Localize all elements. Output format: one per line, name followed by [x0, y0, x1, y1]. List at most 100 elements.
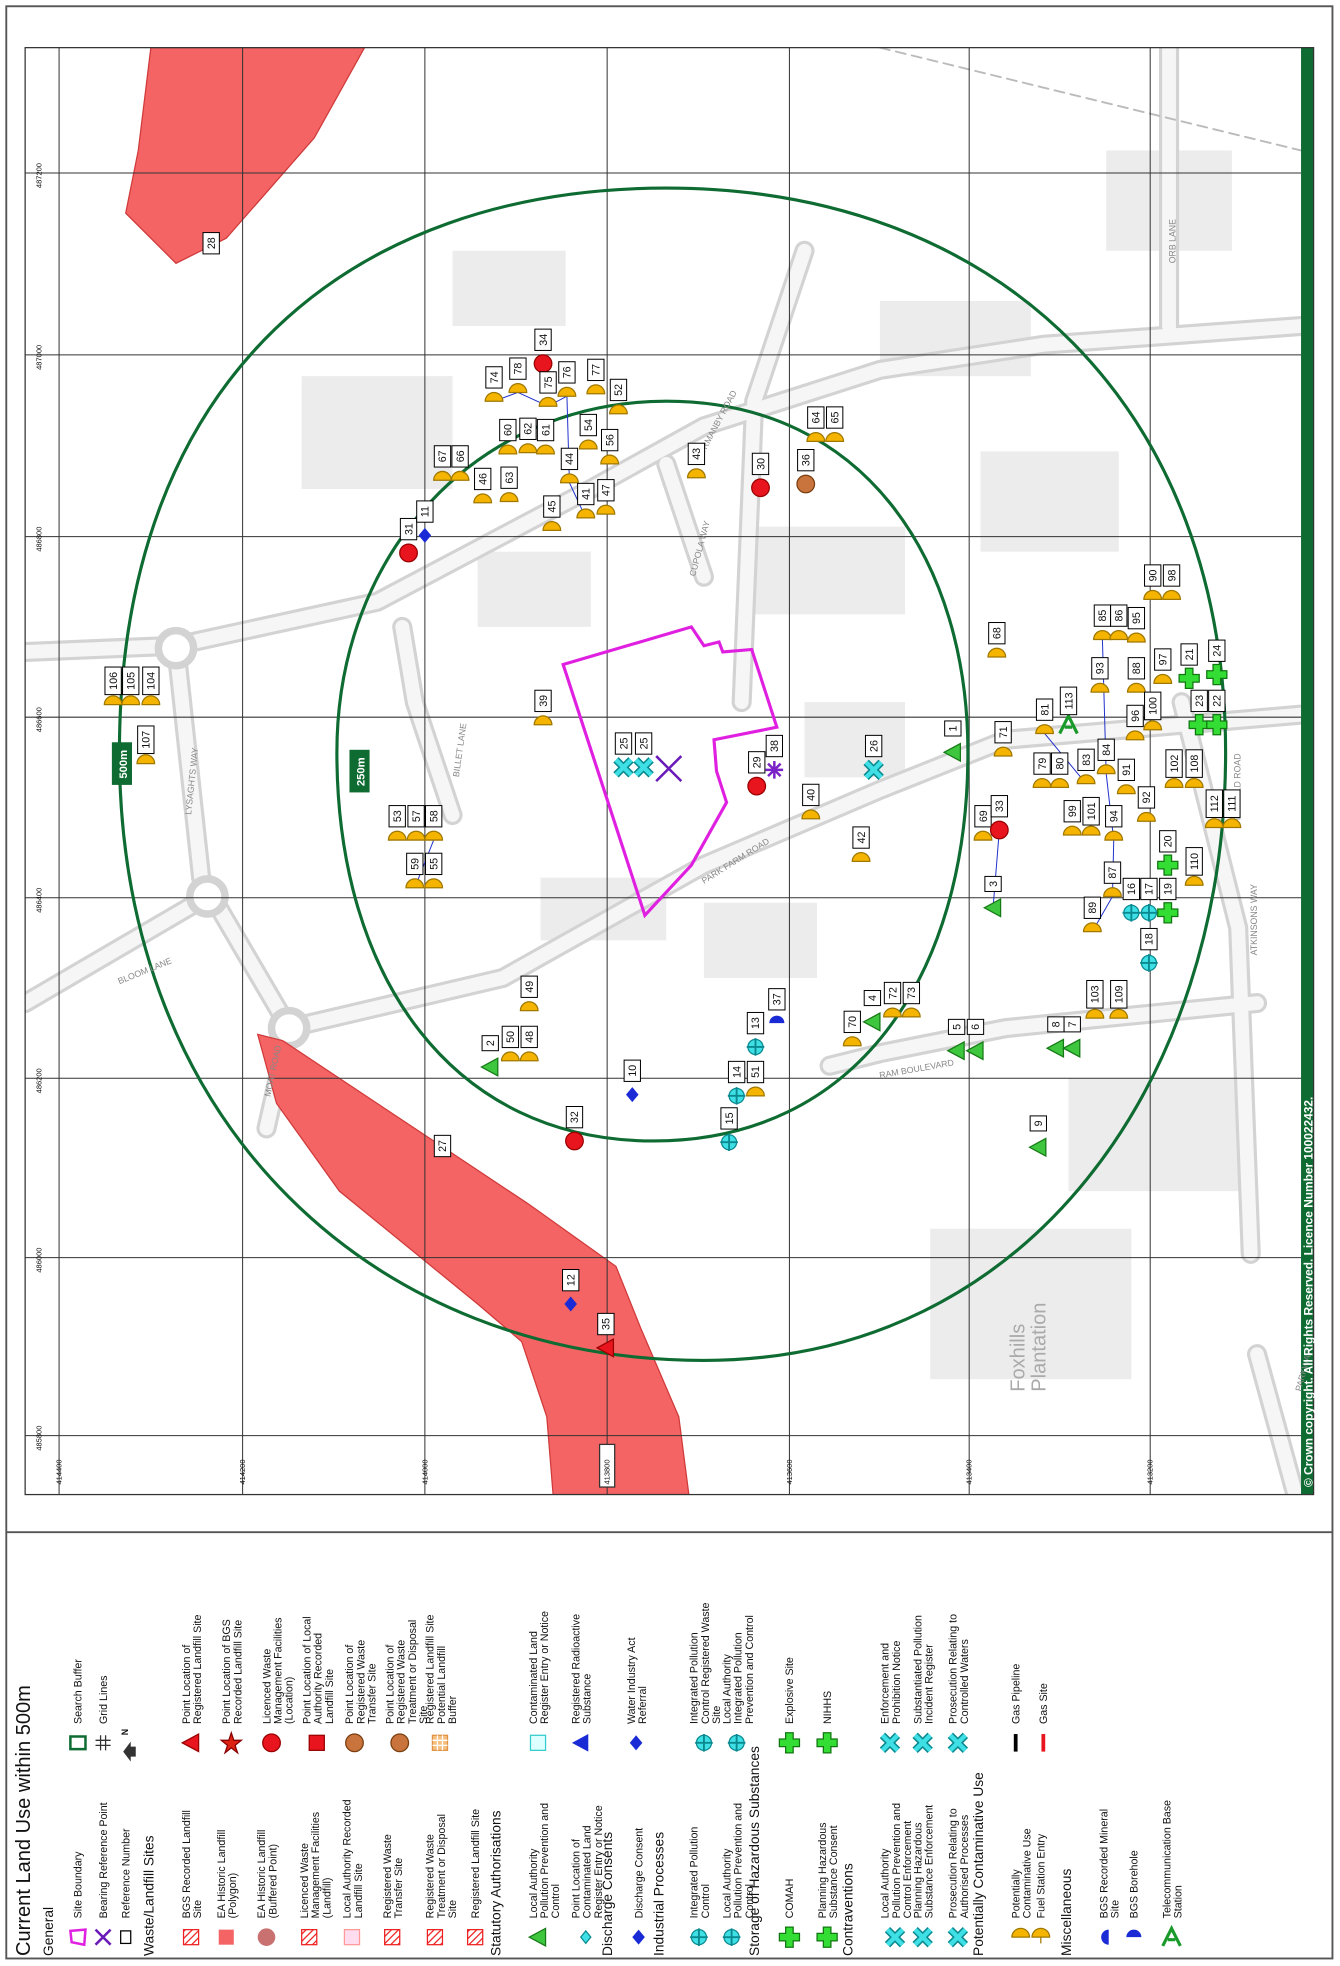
- pcu-symbol: [686, 468, 706, 479]
- ref-number: 66: [455, 450, 467, 462]
- cyan-star-lines: [727, 1087, 746, 1105]
- ref-box: [825, 406, 844, 429]
- ref-box: [1035, 698, 1054, 721]
- ref-number: 75: [543, 376, 555, 388]
- ref-box: [543, 495, 561, 518]
- pcu-symbol: [1162, 589, 1181, 600]
- ref-box: [425, 805, 443, 828]
- pcu-symbol: [500, 1051, 520, 1062]
- hatch-square: [182, 1929, 200, 1946]
- ref-number: 3: [988, 881, 1000, 887]
- ref-number: 79: [1037, 758, 1049, 770]
- pcu-symbol: [1184, 778, 1204, 789]
- ref-box: [902, 981, 921, 1005]
- ref-box: [579, 413, 597, 437]
- cyan-star-lines: [746, 1038, 765, 1056]
- ref-box: [864, 734, 883, 758]
- landfill-polygons: [125, 47, 690, 1495]
- legend-item: Registered Landfill Site: [470, 1809, 482, 1919]
- ref-number: 51: [750, 1066, 762, 1078]
- legend-item: EA Historic Landfill (Polygon): [216, 1827, 239, 1919]
- cyan-x: [614, 758, 633, 777]
- green-cross: [1178, 667, 1200, 689]
- pcu-symbol: [1164, 778, 1184, 789]
- red-circle: [751, 478, 770, 498]
- red-star: [219, 1730, 244, 1755]
- pcu-symbol: [806, 431, 826, 442]
- ref-number: 36: [801, 454, 813, 466]
- fuel-symbol: [1031, 1927, 1051, 1938]
- ref-box: [122, 666, 140, 696]
- ref-box: [425, 852, 443, 876]
- pcu-symbol: [136, 754, 156, 765]
- gassite-icon: [1041, 1734, 1046, 1752]
- ref-box: [142, 666, 160, 696]
- ref-box: [852, 826, 870, 849]
- legend-item: Potentially Contaminative Use: [1010, 1828, 1033, 1918]
- ref-box: [499, 418, 517, 442]
- bearing-reference: [655, 755, 683, 783]
- ref-number: 97: [1158, 654, 1170, 666]
- legend-item: Integrated Pollution Control: [689, 1824, 712, 1919]
- green-triangle: [946, 1040, 965, 1061]
- ref-box: [501, 1025, 520, 1049]
- pcu-symbol: [533, 715, 553, 726]
- pcu-symbol: [1153, 673, 1173, 684]
- northing-label: 413800: [603, 1459, 612, 1484]
- buffer-label: 500m: [118, 750, 130, 779]
- site-boundary: [561, 625, 779, 919]
- grid-icon: [95, 1735, 111, 1751]
- ref-box: [485, 366, 503, 389]
- ref-number: 92: [1141, 791, 1153, 803]
- ref-box: [558, 361, 576, 384]
- pcu-symbol: [141, 695, 161, 706]
- red-square: [308, 1734, 325, 1751]
- cyan-square: [529, 1734, 547, 1751]
- pcu-symbol: [746, 1086, 765, 1097]
- pcu-symbol: [1143, 589, 1163, 600]
- ref-box: [1144, 691, 1162, 721]
- legend-item: Point Location of Contaminated Land Regi…: [570, 1805, 604, 1918]
- ref-number: 48: [524, 1031, 536, 1043]
- ref-number: 26: [868, 740, 880, 752]
- pcu-symbol: [901, 1007, 921, 1018]
- legend-item: Licenced Waste Management Facilities (Lo…: [261, 1615, 295, 1724]
- ref-box: [1180, 643, 1198, 666]
- pcu-symbol: [473, 493, 493, 504]
- ref-number: 86: [1114, 610, 1126, 622]
- ref-number: 68: [992, 627, 1004, 639]
- pcu-symbol: [1011, 1927, 1031, 1938]
- pcu-symbol: [1126, 632, 1146, 643]
- ref-number: 50: [505, 1031, 517, 1043]
- ref-number: 37: [772, 993, 784, 1005]
- ref-number: 49: [524, 981, 536, 993]
- ref-number: 24: [1212, 645, 1224, 657]
- ref-box: [520, 1025, 538, 1049]
- north-arrow: [123, 1741, 136, 1762]
- green-cross: [1157, 854, 1179, 876]
- blue-diamond: [632, 1929, 645, 1945]
- ref-box: [433, 445, 452, 468]
- pcu-symbol: [499, 492, 519, 503]
- ref-number: 22: [1212, 695, 1224, 707]
- buffer-badge: [111, 742, 132, 785]
- pcu-symbol: [1136, 811, 1156, 822]
- pcu-symbol: [387, 830, 407, 841]
- ref-number: 81: [1039, 704, 1051, 716]
- ref-box: [994, 721, 1012, 744]
- ref-number: 74: [489, 371, 501, 383]
- ref-number: 42: [856, 832, 868, 844]
- road-label: ORB LANE: [1167, 219, 1177, 263]
- ref-number: 76: [562, 366, 574, 378]
- ref-box: [509, 357, 527, 380]
- ref-number: 69: [978, 810, 990, 822]
- ref-box: [597, 1312, 615, 1336]
- green-cross: [778, 1732, 801, 1754]
- pcu-symbol: [578, 439, 598, 450]
- ref-number: 98: [1166, 570, 1178, 582]
- telecom: [1058, 712, 1079, 735]
- pcu-symbol: [801, 809, 821, 820]
- ref-number: 45: [547, 501, 559, 513]
- pcu-symbol: [536, 444, 555, 455]
- pcu-symbol: [538, 396, 558, 407]
